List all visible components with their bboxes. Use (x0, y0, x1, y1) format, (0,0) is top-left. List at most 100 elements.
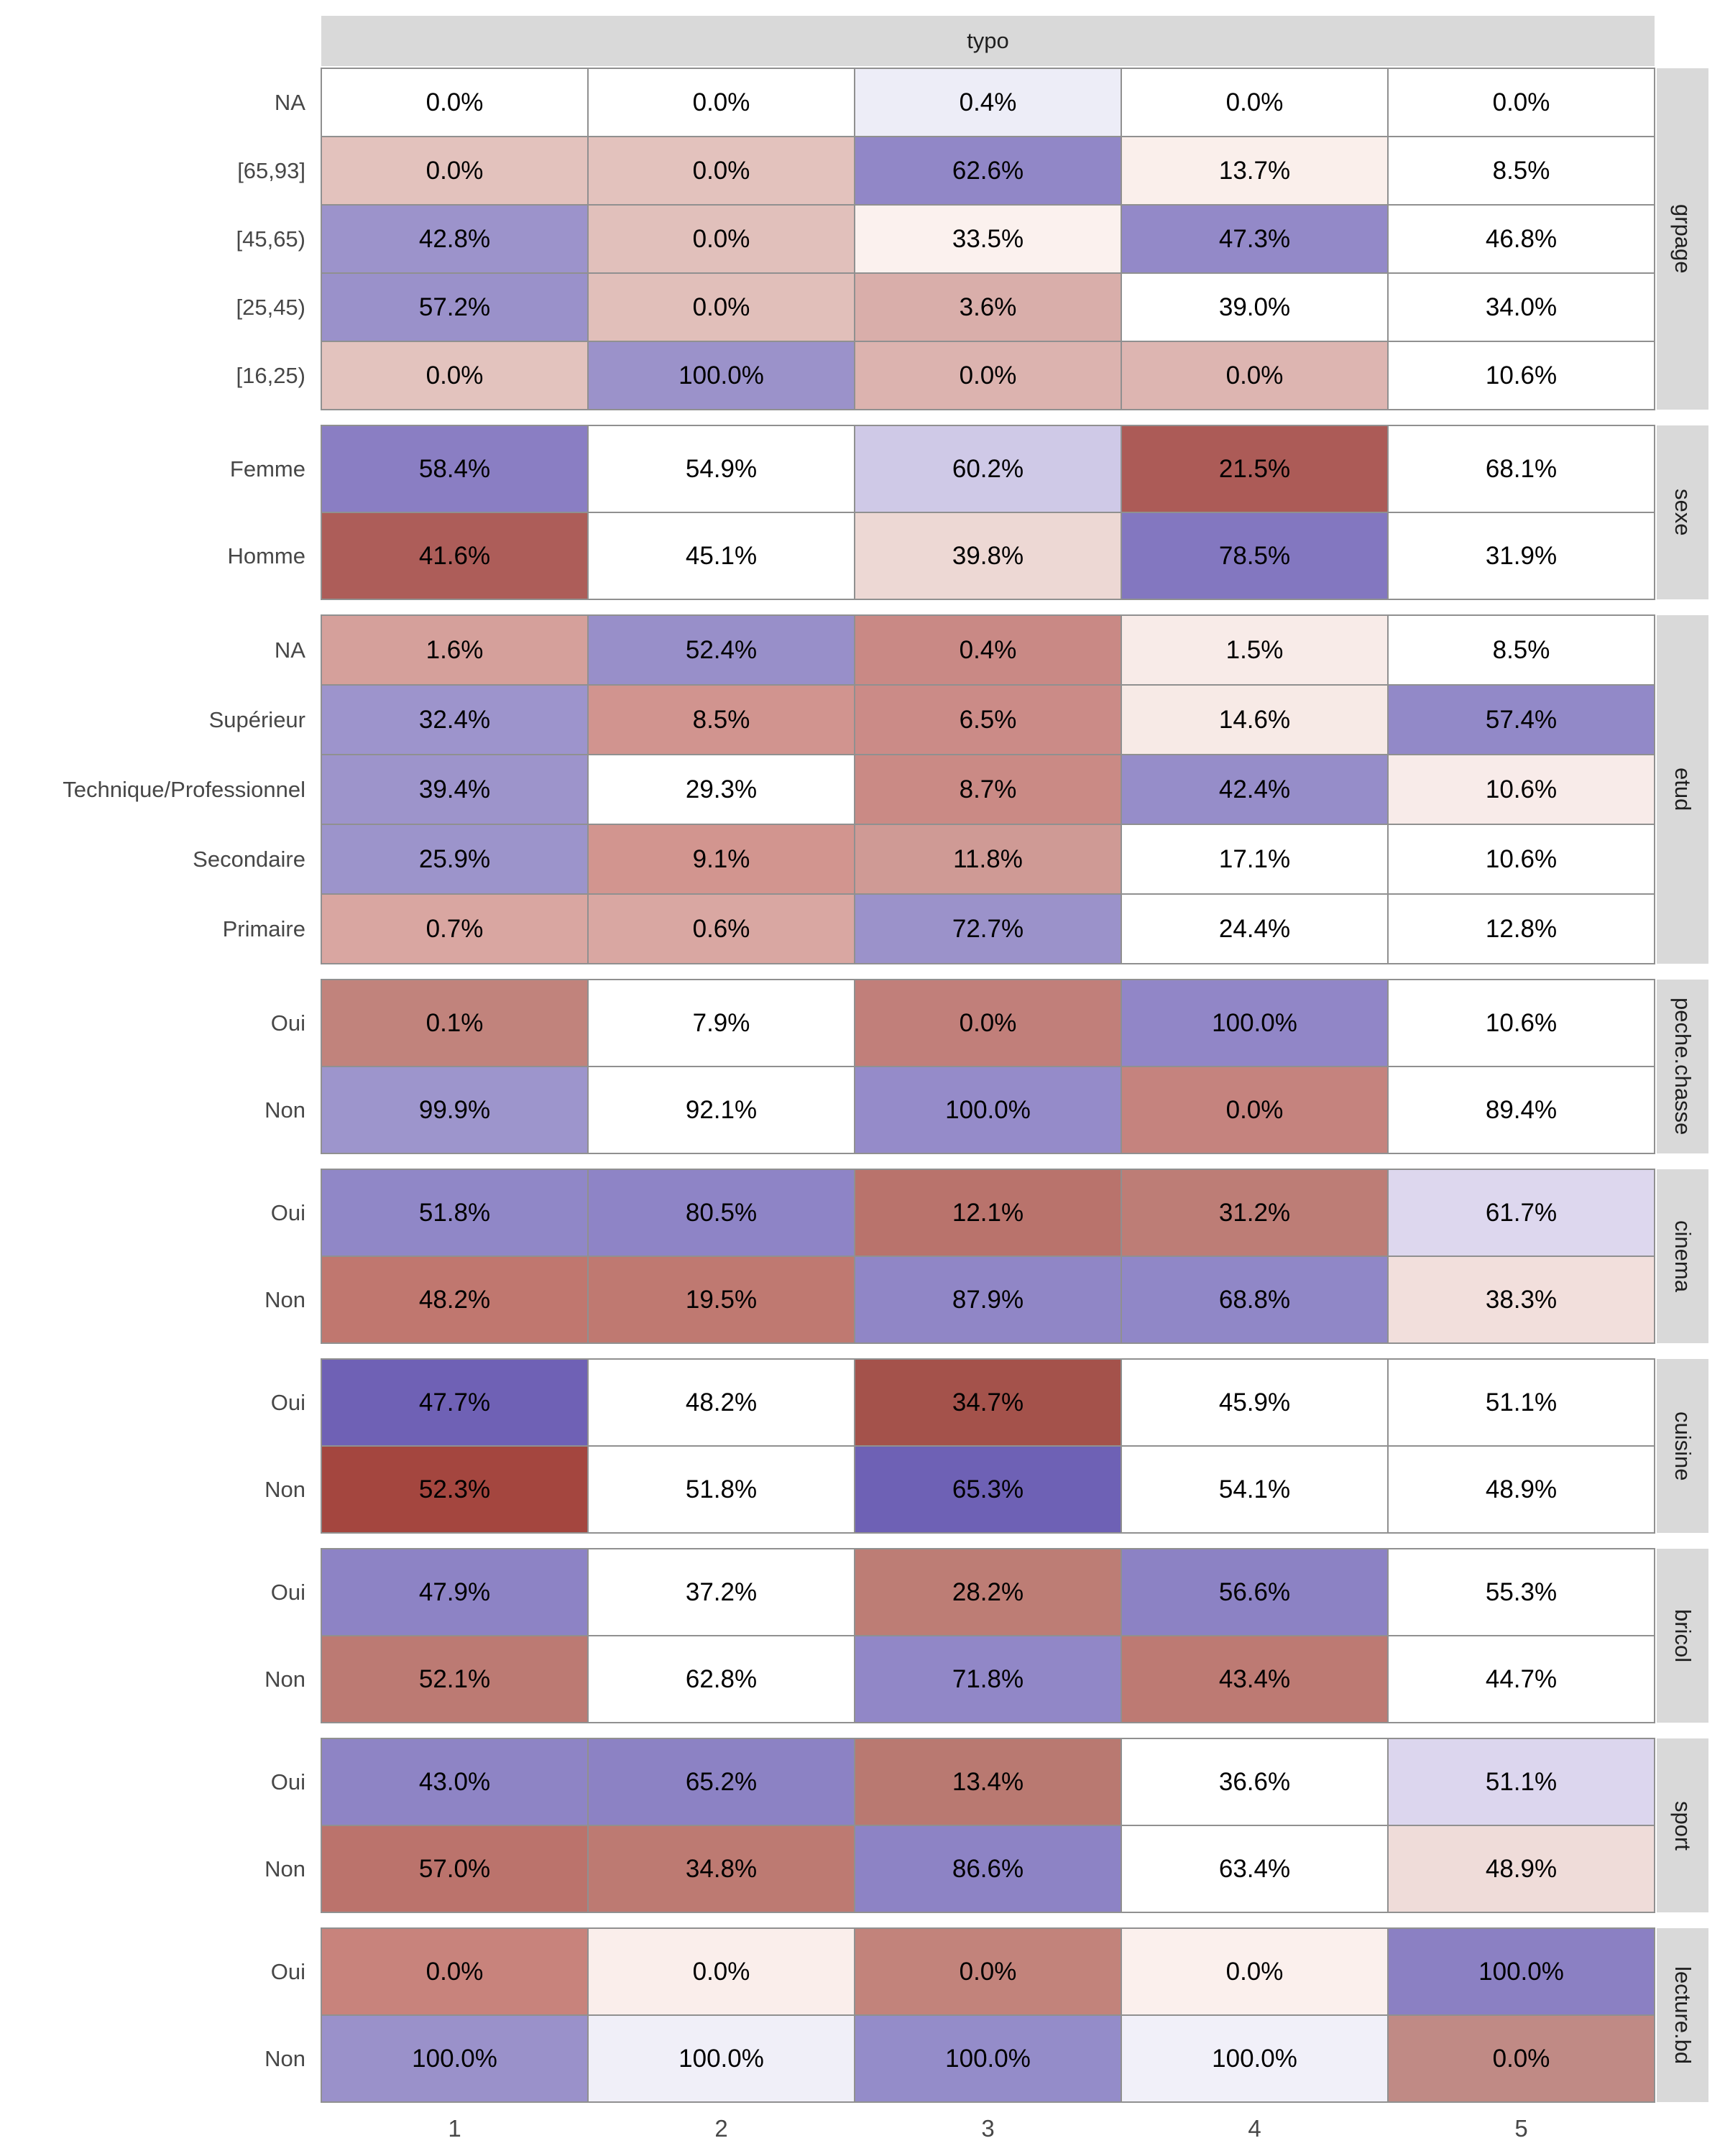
facet-strip-label: cuisine (1670, 1411, 1696, 1481)
heatmap-cell: 0.0% (1388, 68, 1655, 137)
heatmap-cell: 48.9% (1388, 1446, 1655, 1533)
heatmap-cell: 0.0% (321, 1928, 588, 2015)
heatmap-cell: 25.9% (321, 824, 588, 894)
heatmap-cell: 0.0% (588, 137, 855, 205)
facet-strip: sport (1657, 1738, 1708, 1912)
heatmap-cell: 72.7% (855, 894, 1121, 964)
heatmap-cell: 10.6% (1388, 824, 1655, 894)
heatmap-cell: 0.0% (1121, 341, 1388, 410)
heatmap-cell: 10.6% (1388, 341, 1655, 410)
heatmap-cell: 48.2% (321, 1256, 588, 1343)
heatmap-cell: 0.0% (588, 205, 855, 273)
heatmap-cell: 55.3% (1388, 1549, 1655, 1636)
column-header-strip-label: typo (967, 28, 1009, 53)
heatmap-cell: 51.8% (321, 1169, 588, 1256)
heatmap-cell: 8.5% (1388, 615, 1655, 685)
heatmap-cell: 58.4% (321, 425, 588, 512)
heatmap-cell: 44.7% (1388, 1636, 1655, 1723)
row-label: Oui (270, 1958, 305, 1984)
facet-strip: bricol (1657, 1549, 1708, 1723)
row-label: Femme (229, 456, 305, 482)
row-label: Supérieur (208, 706, 305, 732)
heatmap-cell: 52.4% (588, 615, 855, 685)
facet-panel: 51.8% 80.5% 12.1% 31.2% 61.7% 48.2% 19.5% 87.9%… (321, 1169, 1655, 1344)
heatmap-cell: 13.4% (855, 1738, 1121, 1825)
heatmap-cell: 1.5% (1121, 615, 1388, 685)
heatmap-cell: 43.4% (1121, 1636, 1388, 1723)
heatmap-cell: 47.3% (1121, 205, 1388, 273)
heatmap-cell: 51.8% (588, 1446, 855, 1533)
x-axis-tick-label: 1 (448, 2115, 461, 2142)
heatmap-cell: 39.4% (321, 755, 588, 824)
facet-panel: 0.0% 0.0% 0.4% 0.0% 0.0% 0.0% 0.0% 62.6% 13.7% 8.… (321, 68, 1655, 410)
heatmap-cell: 80.5% (588, 1169, 855, 1256)
row-label: [65,93] (237, 157, 305, 183)
row-label: Non (264, 1856, 305, 1881)
heatmap-cell: 17.1% (1121, 824, 1388, 894)
x-axis-tick-label: 4 (1248, 2115, 1261, 2142)
heatmap-cell: 57.2% (321, 273, 588, 341)
heatmap-cell: 51.1% (1388, 1359, 1655, 1446)
heatmap-cell: 0.0% (1121, 1928, 1388, 2015)
heatmap-cell: 68.8% (1121, 1256, 1388, 1343)
facet-strip: grpage (1657, 68, 1708, 410)
heatmap-cell: 0.4% (855, 68, 1121, 137)
heatmap-cell: 31.9% (1388, 512, 1655, 599)
heatmap-cell: 100.0% (588, 2015, 855, 2102)
heatmap-cell: 12.8% (1388, 894, 1655, 964)
heatmap-cell: 8.5% (1388, 137, 1655, 205)
facet-strip: cinema (1657, 1169, 1708, 1343)
heatmap-cell: 11.8% (855, 824, 1121, 894)
heatmap-cell: 92.1% (588, 1067, 855, 1153)
heatmap-cell: 78.5% (1121, 512, 1388, 599)
heatmap-cell: 54.1% (1121, 1446, 1388, 1533)
heatmap-cell: 39.0% (1121, 273, 1388, 341)
facet-panel: 43.0% 65.2% 13.4% 36.6% 51.1% 57.0% 34.8% 86.6%… (321, 1738, 1655, 1913)
facet-strip: cuisine (1657, 1359, 1708, 1533)
heatmap-cell: 0.7% (321, 894, 588, 964)
heatmap-cell: 62.8% (588, 1636, 855, 1723)
heatmap-cell: 57.0% (321, 1825, 588, 1912)
heatmap-cell: 61.7% (1388, 1169, 1655, 1256)
row-label: Non (264, 1286, 305, 1312)
heatmap-cell: 100.0% (588, 341, 855, 410)
heatmap-cell: 31.2% (1121, 1169, 1388, 1256)
heatmap-cell: 42.8% (321, 205, 588, 273)
row-label: NA (274, 89, 305, 115)
heatmap-cell: 0.0% (321, 68, 588, 137)
heatmap-cell: 7.9% (588, 980, 855, 1067)
facet-strip: etud (1657, 615, 1708, 964)
heatmap-cell: 0.0% (588, 1928, 855, 2015)
facet-panel: 47.9% 37.2% 28.2% 56.6% 55.3% 52.1% 62.8% 71.8%… (321, 1548, 1655, 1723)
heatmap-cell: 100.0% (1121, 2015, 1388, 2102)
heatmap-cell: 100.0% (855, 2015, 1121, 2102)
heatmap-cell: 71.8% (855, 1636, 1121, 1723)
facet-panel: 0.1% 7.9% 0.0% 100.0% 10.6% 99.9% 92.1% 100.0% 0… (321, 979, 1655, 1154)
heatmap-cell: 100.0% (321, 2015, 588, 2102)
heatmap-cell: 0.6% (588, 894, 855, 964)
x-axis-tick-label: 5 (1514, 2115, 1528, 2142)
heatmap-cell: 0.0% (321, 341, 588, 410)
row-label: Non (264, 1097, 305, 1123)
heatmap-cell: 12.1% (855, 1169, 1121, 1256)
heatmap-cell: 38.3% (1388, 1256, 1655, 1343)
heatmap-cell: 65.2% (588, 1738, 855, 1825)
facet-strip-label: sexe (1670, 489, 1696, 536)
facet-panel: 1.6% 52.4% 0.4% 1.5% 8.5% 32.4% 8.5% 6.5% 14.6% 5… (321, 614, 1655, 964)
heatmap-cell: 100.0% (855, 1067, 1121, 1153)
facet-strip: peche.chasse (1657, 980, 1708, 1153)
row-label: Non (264, 1666, 305, 1692)
heatmap-cell: 43.0% (321, 1738, 588, 1825)
heatmap-cell: 0.0% (855, 341, 1121, 410)
heatmap-cell: 8.5% (588, 685, 855, 755)
heatmap-cell: 60.2% (855, 425, 1121, 512)
row-label: Secondaire (193, 846, 305, 872)
heatmap-cell: 36.6% (1121, 1738, 1388, 1825)
x-axis-tick-label: 2 (714, 2115, 728, 2142)
row-label: Non (264, 1476, 305, 1502)
heatmap-cell: 56.6% (1121, 1549, 1388, 1636)
row-label: Oui (270, 1389, 305, 1415)
heatmap-cell: 29.3% (588, 755, 855, 824)
heatmap-cell: 45.9% (1121, 1359, 1388, 1446)
heatmap-cell: 10.6% (1388, 755, 1655, 824)
